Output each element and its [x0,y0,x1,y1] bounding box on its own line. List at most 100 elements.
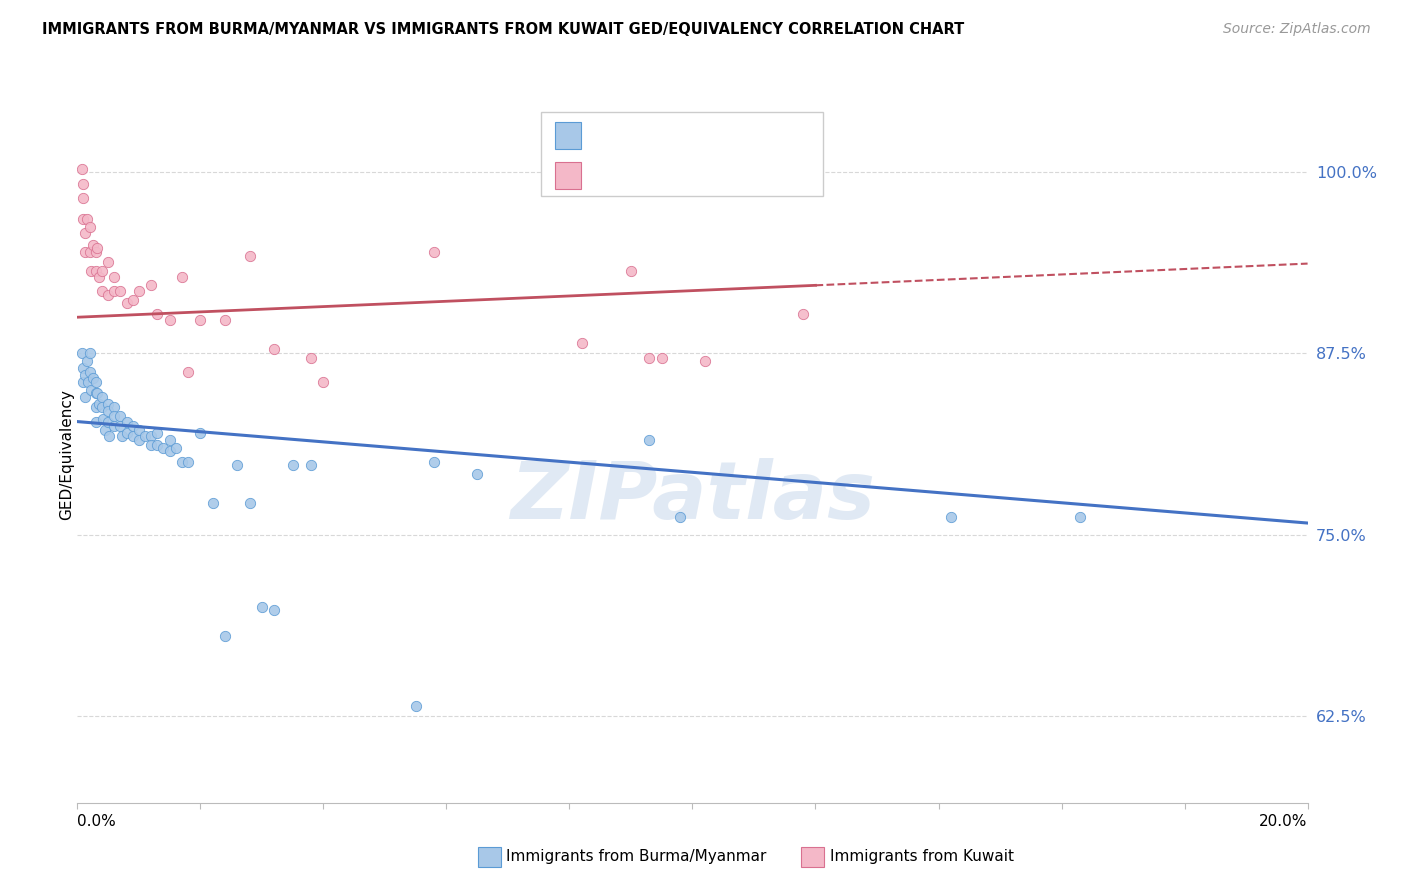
Point [79,244,101,259]
Point [620,264,643,278]
Point [177,365,200,379]
Point [72,361,94,376]
Text: Immigrants from Kuwait: Immigrants from Kuwait [830,849,1014,863]
Point [121,429,143,443]
Point [87,397,110,411]
Point [159,434,181,448]
Point [115,295,138,310]
Point [651,351,673,365]
Point [669,510,692,524]
Point [75,390,97,404]
Y-axis label: GED/Equivalency: GED/Equivalency [59,390,73,520]
Point [146,307,169,321]
Point [115,415,138,429]
Point [312,376,335,390]
Point [465,467,488,481]
Point [405,698,427,713]
Point [90,284,114,298]
Point [110,284,132,298]
Point [75,244,97,259]
Point [638,434,661,448]
Text: ZIPatlas: ZIPatlas [510,458,875,536]
Point [90,390,114,404]
Point [79,346,101,360]
Point [90,400,114,414]
Point [79,365,101,379]
Point [423,244,446,259]
Point [146,438,169,452]
Point [77,376,100,390]
Point [103,400,125,414]
Point [73,226,96,240]
Point [110,409,132,423]
Point [128,423,150,437]
Point [170,455,193,469]
Point [263,342,285,356]
Point [86,385,108,400]
Point [939,510,962,524]
Point [693,353,716,368]
Point [82,237,104,252]
Point [76,211,98,226]
Text: N = 43: N = 43 [697,167,762,185]
Point [82,371,104,385]
Point [87,269,110,284]
Point [281,458,304,472]
Text: R = 0.098: R = 0.098 [592,167,688,185]
Point [94,423,117,437]
Point [159,313,181,327]
Point [70,346,93,360]
Text: Immigrants from Burma/Myanmar: Immigrants from Burma/Myanmar [506,849,766,863]
Point [91,411,114,425]
Point [97,397,120,411]
Point [84,415,107,429]
Point [80,383,103,397]
Point [72,376,94,390]
Point [98,429,121,443]
Point [97,255,120,269]
Point [134,429,156,443]
Text: 20.0%: 20.0% [1260,814,1308,830]
Point [250,600,273,615]
Point [97,404,120,418]
Point [226,458,249,472]
Point [177,455,200,469]
Point [103,419,125,434]
Point [299,458,322,472]
Point [84,244,107,259]
Text: R = -0.125: R = -0.125 [592,127,695,145]
Text: N = 64: N = 64 [697,127,762,145]
Point [84,385,107,400]
Point [263,603,285,617]
Point [97,415,120,429]
Text: 0.0%: 0.0% [77,814,117,830]
Point [73,368,96,383]
Point [170,269,193,284]
Point [128,284,150,298]
Point [84,264,107,278]
Point [141,429,163,443]
Point [141,278,163,293]
Point [423,455,446,469]
Point [84,400,107,414]
Point [165,441,187,455]
Point [110,419,132,434]
Point [103,409,125,423]
Point [146,426,169,441]
Point [90,264,114,278]
Point [72,177,94,191]
Point [121,419,143,434]
Point [103,269,125,284]
Point [86,241,108,255]
Point [214,313,236,327]
Point [792,307,814,321]
Point [72,191,94,205]
Point [152,441,174,455]
Point [111,429,132,443]
Point [84,376,107,390]
Point [571,336,593,351]
Point [128,434,150,448]
Point [239,249,262,263]
Text: IMMIGRANTS FROM BURMA/MYANMAR VS IMMIGRANTS FROM KUWAIT GED/EQUIVALENCY CORRELAT: IMMIGRANTS FROM BURMA/MYANMAR VS IMMIGRA… [42,22,965,37]
Point [201,496,224,510]
